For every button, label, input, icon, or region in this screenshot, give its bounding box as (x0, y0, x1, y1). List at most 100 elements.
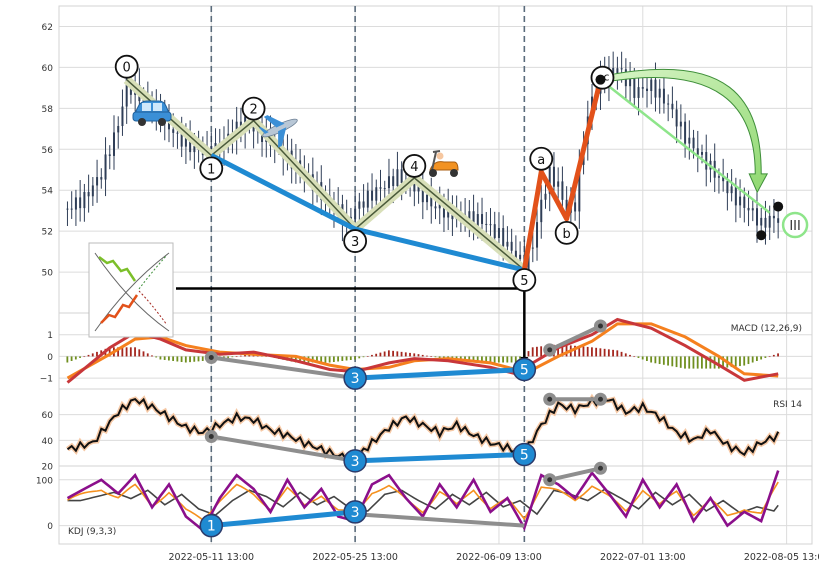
macd-histogram-bar (667, 356, 669, 366)
wave-label-text: 5 (520, 274, 528, 289)
macd-histogram-bar (70, 356, 73, 361)
lower-trend-line (210, 153, 525, 273)
candle-body (379, 187, 382, 189)
macd-histogram-bar (688, 356, 691, 369)
divergence-grey-line (210, 434, 356, 463)
macd-histogram-bar (514, 356, 517, 363)
candle-body (692, 137, 695, 149)
candle-body (667, 103, 670, 105)
macd-histogram-bar (730, 356, 733, 368)
macd-histogram-bar (227, 356, 230, 358)
macd-histogram-bar (764, 356, 767, 358)
candle-body (743, 196, 746, 208)
candle-body (616, 68, 619, 74)
divergence-grey-dot-center (208, 433, 214, 439)
y-tick-label-price: 58 (42, 105, 54, 115)
wave-diagram-curve (94, 252, 170, 332)
macd-histogram-bar (489, 356, 492, 363)
candle-body (705, 152, 708, 170)
divergence-blue-line (355, 451, 525, 464)
macd-histogram-bar (358, 356, 361, 359)
macd-histogram-bar (497, 356, 500, 363)
macd-line (66, 317, 779, 384)
plane-wing (263, 115, 285, 128)
macd-histogram-bar (510, 356, 513, 363)
macd-histogram-bar (332, 356, 335, 363)
wave-label-text: 1 (207, 162, 215, 177)
divergence-grey-dot-center (547, 477, 553, 483)
macd-histogram-bar (151, 355, 153, 357)
y-tick-label-price: 54 (42, 187, 54, 197)
macd-histogram-bar (184, 356, 187, 363)
target-point (773, 201, 784, 212)
macd-histogram-bar (468, 356, 471, 361)
candle-body (612, 67, 615, 74)
y-tick-label-macd: 0 (47, 353, 53, 363)
scooter-handle (432, 150, 441, 153)
macd-histogram-bar (734, 356, 737, 367)
kdj-d-line (67, 488, 779, 517)
candle-body (684, 121, 687, 144)
wave-label-circle (199, 156, 224, 181)
divergence-grey-dot-center (597, 396, 603, 402)
candle-body (527, 248, 530, 274)
wave-label-circle (343, 229, 368, 253)
divergence-badge-label: 1 (207, 519, 216, 535)
macd-histogram-bar (493, 356, 496, 363)
candle-body (701, 152, 704, 155)
wave-label-circle (114, 54, 139, 79)
candle-body (688, 137, 691, 144)
candle-body (417, 183, 420, 192)
plane-wing (278, 127, 287, 148)
macd-histogram-bar (684, 356, 686, 369)
macd-histogram-bar (79, 356, 81, 358)
candle-body (396, 169, 399, 187)
candle-body (354, 208, 357, 220)
macd-histogram-bar (66, 356, 69, 363)
macd-histogram-bar (717, 356, 720, 369)
candle-body (768, 215, 771, 228)
candle-body (717, 176, 720, 178)
y-tick-label-kdj: 0 (47, 522, 53, 532)
macd-histogram-bar (692, 356, 695, 369)
candle-body (430, 194, 433, 207)
candle-body (125, 78, 128, 107)
macd-histogram-bar (417, 354, 420, 357)
divergence-badge (512, 357, 537, 382)
candle-body (371, 190, 374, 201)
macd-histogram-bar (633, 356, 636, 358)
macd-histogram-bar (404, 352, 407, 357)
macd-histogram-bar (108, 347, 111, 357)
candle-body (772, 215, 775, 219)
macd-histogram-bar (641, 356, 644, 360)
divergence-badge (343, 366, 367, 390)
kdj-j-line (66, 470, 780, 533)
macd-histogram-bar (125, 347, 128, 357)
macd-histogram-bar (565, 345, 568, 357)
wave-labels: 3 5 3 5 1 3 0 1 2 3 4 5 a b c III (114, 54, 809, 538)
candle-body (497, 228, 500, 238)
macd-histogram-bar (743, 356, 746, 366)
candle-body (87, 191, 90, 197)
wave-label-text: 0 (123, 61, 131, 76)
candle-body (739, 196, 742, 206)
vertical-dashed-lines (210, 6, 526, 544)
macd-signal-line (66, 322, 779, 380)
y-tick-label-price: 50 (42, 269, 54, 279)
candle-body (485, 223, 488, 225)
wave-label-text: b (563, 227, 571, 242)
candle-body (421, 183, 424, 203)
divergence-badge-label: 3 (351, 454, 360, 470)
macd-histogram-bar (607, 349, 610, 357)
macd-histogram-bar (159, 356, 162, 360)
macd-histogram-bar (138, 349, 141, 357)
candle-body (91, 185, 94, 197)
macd-histogram-bar (201, 356, 204, 361)
divergence-grey-line (354, 512, 525, 528)
macd-histogram-bar (751, 356, 754, 363)
wave-overlays (123, 68, 784, 529)
macd-histogram-bar (155, 356, 158, 358)
divergence-badge (199, 513, 224, 538)
x-tick-label: 2022-05-25 13:00 (312, 552, 398, 563)
